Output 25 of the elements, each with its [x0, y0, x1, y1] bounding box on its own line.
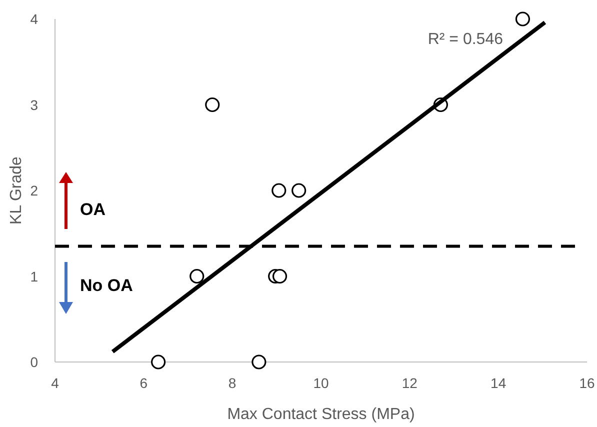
- point: [272, 268, 288, 284]
- point: [205, 97, 220, 112]
- x-tick-label: 12: [402, 375, 418, 391]
- y-axis-title: KL Grade: [8, 156, 25, 224]
- annotation: R² = 0.546: [428, 31, 504, 48]
- x-tick-label: 14: [490, 375, 506, 391]
- x-tick-label: 10: [313, 375, 329, 391]
- point: [292, 183, 306, 198]
- y-tick-label: 3: [30, 96, 38, 113]
- annotation: OA: [80, 200, 106, 219]
- x-tick-label: 4: [51, 375, 60, 391]
- x-tick-label: 16: [579, 375, 595, 391]
- y-tick-label: 4: [30, 11, 38, 27]
- point: [190, 268, 204, 284]
- point: [515, 12, 530, 26]
- x-axis-title: Max Contact Stress (MPa): [227, 406, 415, 423]
- x-tick-label: 8: [228, 375, 236, 391]
- point: [150, 354, 166, 370]
- y-tick-label: 1: [30, 268, 38, 284]
- point: [252, 354, 266, 370]
- y-tick-label: 0: [30, 354, 38, 370]
- annotation: No OA: [80, 276, 133, 295]
- point: [272, 183, 286, 198]
- y-tick-label: 2: [30, 182, 38, 198]
- x-tick-label: 6: [140, 375, 148, 391]
